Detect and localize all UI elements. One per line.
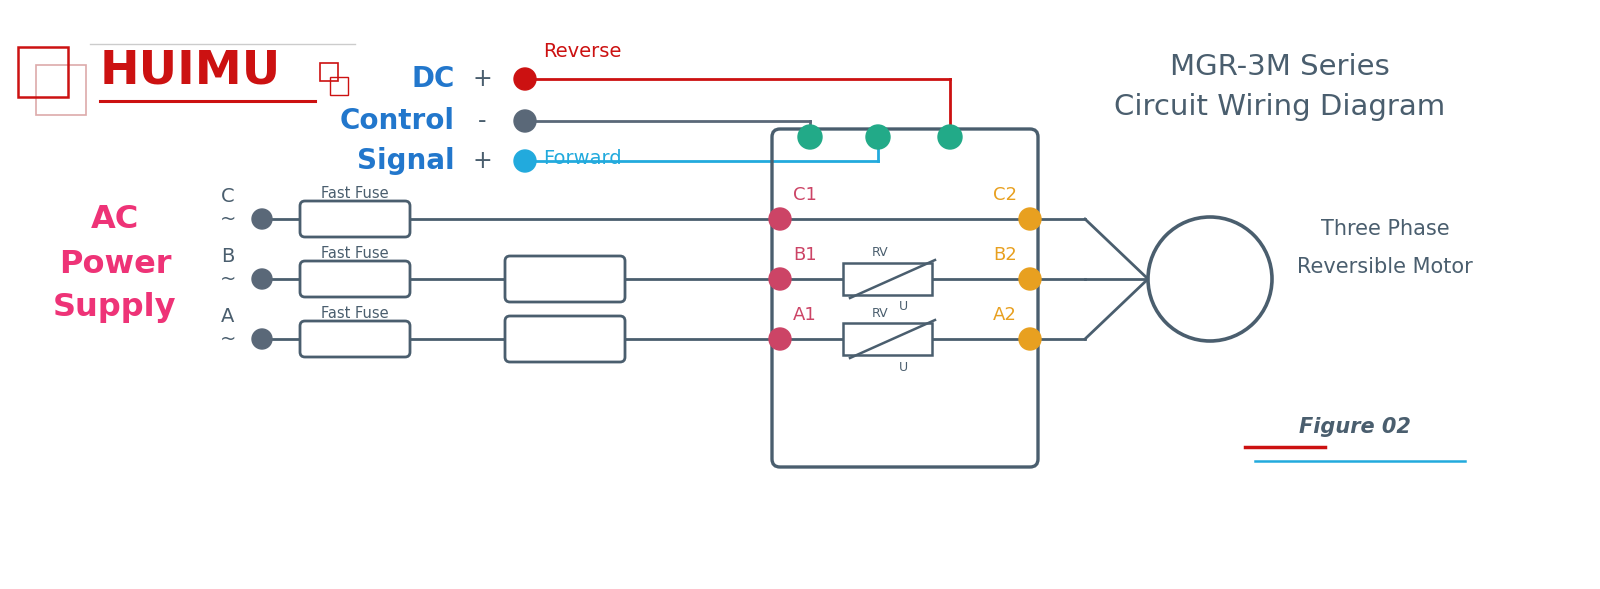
- Text: U: U: [899, 300, 907, 313]
- Text: B1: B1: [794, 246, 818, 264]
- Text: Reverse: Reverse: [542, 41, 621, 61]
- Text: C1: C1: [794, 186, 818, 204]
- Circle shape: [1019, 208, 1042, 230]
- Text: RV: RV: [872, 247, 888, 260]
- Text: Supply: Supply: [53, 292, 176, 323]
- Bar: [18, 47, 67, 97]
- Circle shape: [253, 329, 272, 349]
- Circle shape: [514, 68, 536, 90]
- Circle shape: [770, 328, 790, 350]
- Bar: [320, 63, 338, 81]
- Bar: [330, 77, 349, 95]
- Text: Reversible Motor: Reversible Motor: [1298, 257, 1474, 277]
- Text: A1: A1: [794, 306, 818, 324]
- Text: C2: C2: [994, 186, 1018, 204]
- Bar: [35, 65, 86, 115]
- Text: +: +: [472, 67, 491, 91]
- Circle shape: [514, 110, 536, 132]
- Text: M: M: [1195, 262, 1226, 296]
- Text: Load: Load: [547, 332, 584, 346]
- Text: A: A: [221, 306, 235, 326]
- Text: DC: DC: [411, 65, 454, 93]
- Text: C: C: [221, 187, 235, 206]
- Circle shape: [1019, 268, 1042, 290]
- Circle shape: [770, 268, 790, 290]
- Text: Power: Power: [59, 249, 171, 280]
- Circle shape: [253, 209, 272, 229]
- FancyBboxPatch shape: [301, 321, 410, 357]
- Circle shape: [253, 269, 272, 289]
- Text: Forward: Forward: [542, 148, 622, 167]
- Text: B2: B2: [994, 246, 1018, 264]
- Circle shape: [1149, 217, 1272, 341]
- Text: B: B: [221, 247, 235, 266]
- Text: MGR-3M Series: MGR-3M Series: [1170, 53, 1390, 81]
- Circle shape: [514, 150, 536, 172]
- Text: A2: A2: [994, 306, 1018, 324]
- Circle shape: [770, 208, 790, 230]
- Text: Circuit Wiring Diagram: Circuit Wiring Diagram: [1114, 93, 1446, 121]
- Text: Control: Control: [339, 107, 454, 135]
- Text: Fast Fuse: Fast Fuse: [322, 186, 389, 200]
- Text: Three Phase: Three Phase: [1320, 219, 1450, 239]
- Text: +: +: [472, 149, 491, 173]
- Text: Figure 02: Figure 02: [1299, 417, 1411, 437]
- Text: HUIMU: HUIMU: [99, 48, 282, 94]
- Circle shape: [938, 125, 962, 149]
- Text: ~: ~: [219, 329, 237, 349]
- Text: Load: Load: [547, 272, 584, 286]
- Circle shape: [866, 125, 890, 149]
- Text: U: U: [899, 360, 907, 373]
- Circle shape: [798, 125, 822, 149]
- FancyBboxPatch shape: [506, 316, 626, 362]
- Text: Fast Fuse: Fast Fuse: [322, 246, 389, 260]
- Text: Fast Fuse: Fast Fuse: [322, 306, 389, 320]
- Text: ~: ~: [219, 270, 237, 289]
- FancyBboxPatch shape: [301, 261, 410, 297]
- FancyBboxPatch shape: [843, 323, 931, 355]
- FancyBboxPatch shape: [843, 263, 931, 295]
- Text: Signal: Signal: [357, 147, 454, 175]
- Text: AC: AC: [91, 204, 139, 234]
- Circle shape: [1019, 328, 1042, 350]
- Text: RV: RV: [872, 306, 888, 319]
- FancyBboxPatch shape: [301, 201, 410, 237]
- Text: -: -: [478, 109, 486, 133]
- Text: ~: ~: [219, 210, 237, 229]
- FancyBboxPatch shape: [506, 256, 626, 302]
